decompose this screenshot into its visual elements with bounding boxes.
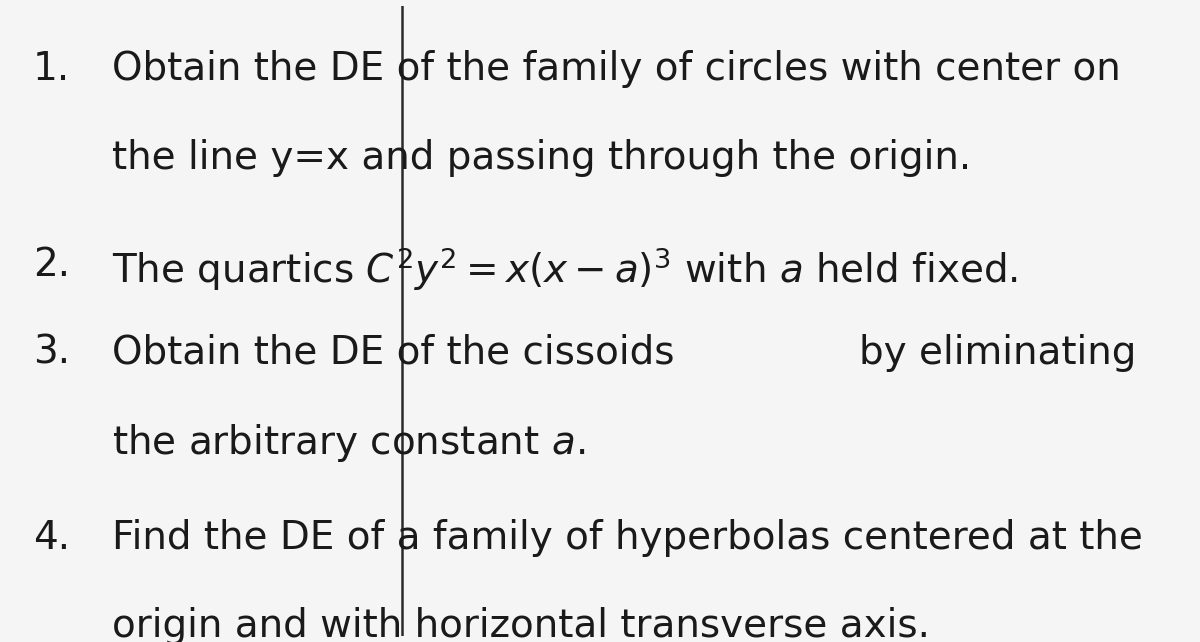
Text: 4.: 4. [34,519,71,557]
Text: Find the DE of a family of hyperbolas centered at the: Find the DE of a family of hyperbolas ce… [112,519,1142,557]
Text: the arbitrary constant $a$.: the arbitrary constant $a$. [112,422,586,464]
Text: 1.: 1. [34,51,71,89]
Text: 2.: 2. [34,245,71,284]
Text: 3.: 3. [34,334,71,372]
Text: origin and with horizontal transverse axis.: origin and with horizontal transverse ax… [112,607,930,642]
Text: the line y=x and passing through the origin.: the line y=x and passing through the ori… [112,139,971,177]
Text: The quartics $C^2y^2 = x(x - a)^3$ with $a$ held fixed.: The quartics $C^2y^2 = x(x - a)^3$ with … [112,245,1018,293]
Text: by eliminating: by eliminating [859,334,1136,372]
Text: Obtain the DE of the cissoids: Obtain the DE of the cissoids [112,334,674,372]
Text: Obtain the DE of the family of circles with center on: Obtain the DE of the family of circles w… [112,51,1121,89]
